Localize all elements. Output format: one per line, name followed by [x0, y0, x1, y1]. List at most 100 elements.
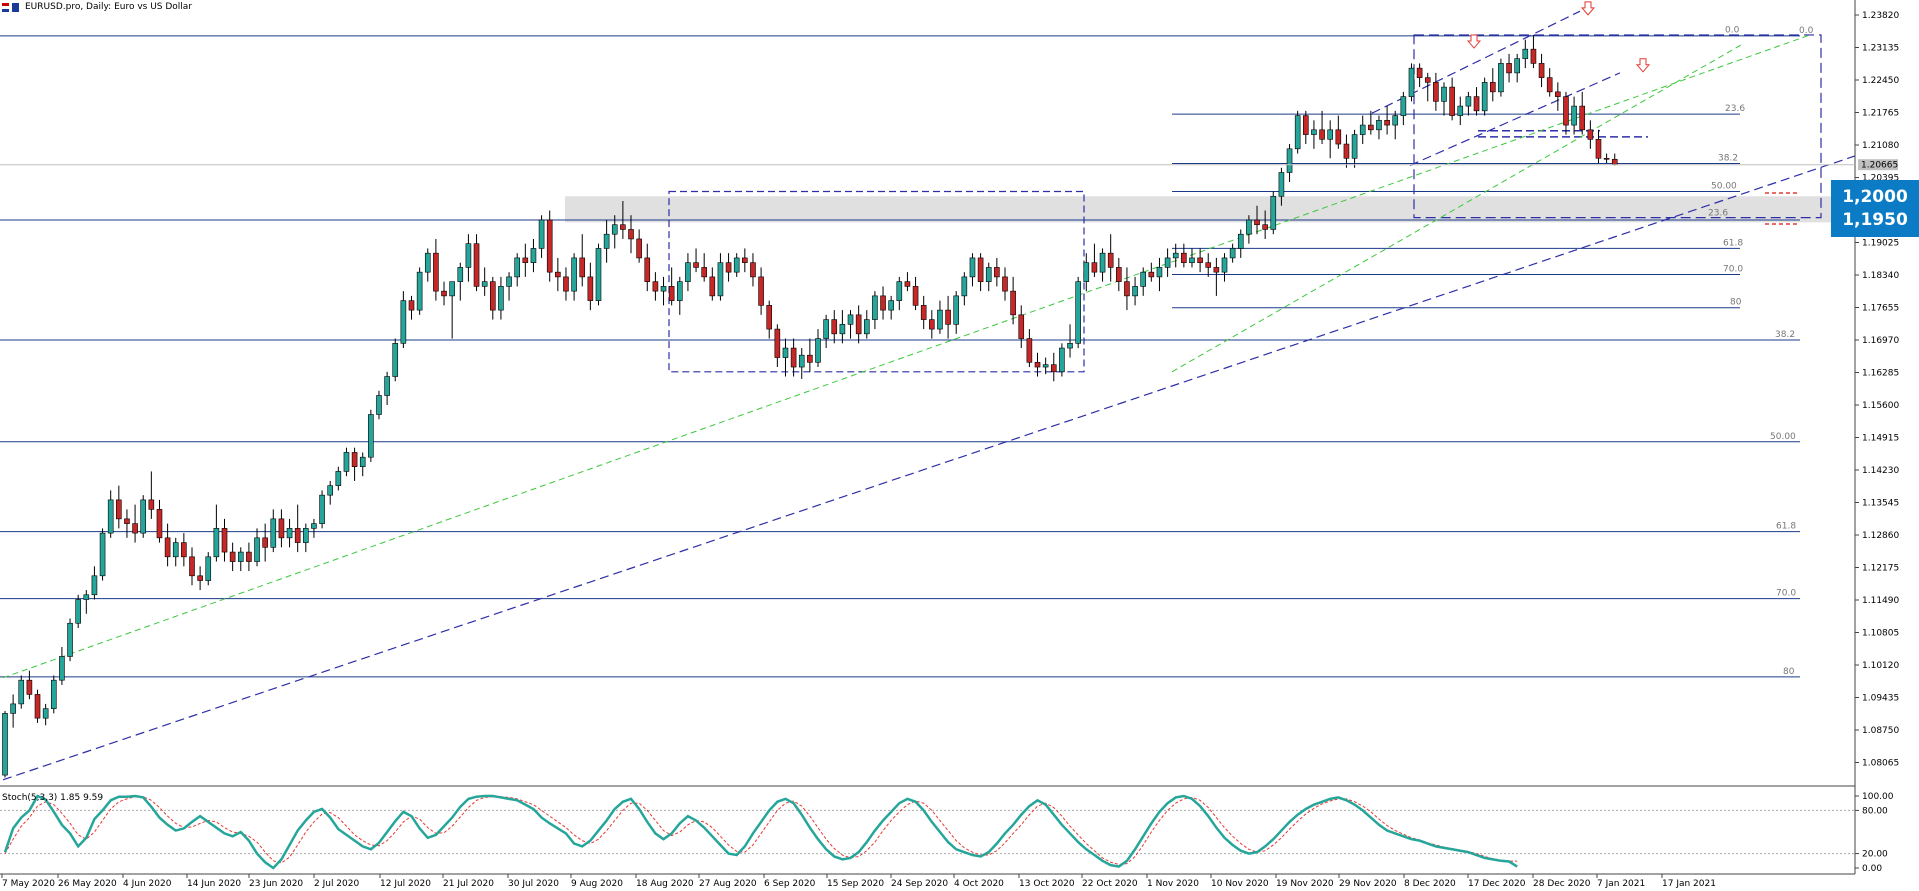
- support-zone-rect: [565, 196, 1855, 223]
- candle-body: [278, 518, 285, 539]
- fib-level-label: 61.8: [1776, 522, 1796, 532]
- candle-body: [343, 452, 350, 472]
- fib-small-label: 61.8: [1723, 238, 1743, 248]
- candle-body: [1164, 257, 1171, 268]
- candle-body: [42, 708, 49, 719]
- candle-body: [1555, 91, 1561, 97]
- candle-body: [75, 599, 81, 624]
- date-label: 23 Jun 2020: [249, 879, 303, 889]
- fib-level-label: 70.0: [1776, 589, 1796, 599]
- candle-body: [34, 694, 41, 719]
- fib-small-label: 23.6: [1708, 209, 1728, 219]
- candle-body: [685, 262, 691, 282]
- price-tick-label: 1.21080: [1862, 141, 1899, 151]
- candle-body: [1229, 248, 1236, 259]
- candle-body: [319, 494, 325, 524]
- candle-body: [717, 262, 724, 297]
- candle-body: [481, 281, 488, 287]
- date-label: 15 Sep 2020: [827, 879, 884, 889]
- candle-body: [1278, 172, 1285, 197]
- price-tick-label: 1.20395: [1862, 174, 1899, 184]
- candle-body: [611, 224, 618, 235]
- fib-level-label: 50.00: [1770, 432, 1796, 442]
- candle-body: [303, 528, 309, 543]
- candle-body: [1506, 63, 1512, 74]
- candle-body: [1010, 290, 1016, 316]
- candle-body: [172, 542, 179, 558]
- candle-body: [953, 295, 960, 325]
- date-label: 8 Dec 2020: [1404, 879, 1456, 889]
- candle-body: [1368, 124, 1374, 131]
- candle-body: [1237, 233, 1244, 249]
- candle-body: [831, 319, 838, 335]
- candle-body: [205, 556, 212, 581]
- channel-lower: [1409, 72, 1621, 166]
- candle-body: [555, 271, 561, 278]
- candle-body: [912, 286, 919, 306]
- candle-body: [709, 276, 716, 297]
- annotation-arrows: [1466, 1, 1651, 73]
- candle-body: [335, 471, 342, 486]
- candle-body: [1538, 63, 1545, 78]
- fib-levels-large: 0.0 38.2 50.00 61.8 70.0 80: [0, 26, 1814, 678]
- candle-body: [433, 252, 439, 292]
- candle-body: [237, 551, 244, 562]
- fib-small-label: 23.6: [1725, 104, 1745, 114]
- candle-body: [148, 499, 155, 510]
- fib-small-label: 50.00: [1711, 181, 1737, 191]
- price-tick-label: 1.12860: [1862, 531, 1899, 541]
- candle-body: [733, 257, 740, 273]
- price-tick-label: 1.22450: [1862, 76, 1899, 86]
- fib-small-label: 0.0: [1725, 25, 1740, 35]
- candle-body: [1376, 120, 1382, 131]
- date-label: 17 Jan 2021: [1662, 879, 1716, 889]
- candle-body: [473, 243, 480, 287]
- candle-body: [1563, 96, 1569, 126]
- candle-body: [985, 267, 992, 282]
- fib-small-label: 38.2: [1718, 154, 1738, 164]
- stoch-tick-label: 100.00: [1862, 792, 1894, 802]
- candle-body: [1059, 347, 1065, 373]
- candle-body: [1392, 115, 1399, 126]
- time-axis-labels: 7 May 2020 26 May 2020 4 Jun 2020 14 Jun 20…: [1, 874, 1716, 889]
- date-label: 7 May 2020: [2, 879, 55, 889]
- candle-body: [107, 499, 114, 534]
- price-tick-label: 1.23820: [1862, 11, 1899, 21]
- date-label: 28 Dec 2020: [1533, 879, 1591, 889]
- stoch-tick-label: 80.00: [1862, 806, 1888, 816]
- candle-body: [1172, 252, 1179, 259]
- candle-body: [1359, 124, 1366, 135]
- candle-body: [1489, 82, 1496, 93]
- candle-body: [863, 319, 870, 335]
- candle-body: [815, 338, 821, 363]
- candle-body: [888, 300, 894, 311]
- candle-body: [595, 248, 602, 301]
- price-tick-label: 1.21765: [1862, 109, 1899, 119]
- candle-body: [10, 703, 16, 714]
- candle-body: [937, 309, 943, 330]
- candle-body: [628, 229, 634, 240]
- date-label: 30 Jul 2020: [508, 879, 559, 889]
- candle-body: [1205, 262, 1212, 268]
- candle-body: [1026, 338, 1033, 363]
- candle-body: [676, 281, 683, 301]
- candle-body: [311, 523, 317, 529]
- candle-body: [1579, 105, 1586, 131]
- candle-body: [620, 224, 626, 230]
- stochastic-pane: [0, 794, 1855, 870]
- candle-body: [1221, 257, 1228, 273]
- candle-body: [1530, 48, 1537, 64]
- price-tick-label: 1.13545: [1862, 499, 1899, 509]
- candle-body: [400, 300, 407, 344]
- date-label: 24 Sep 2020: [891, 879, 948, 889]
- candle-body: [807, 354, 813, 363]
- candle-body: [1034, 361, 1041, 368]
- price-tick-label: 1.23135: [1862, 44, 1899, 54]
- down-arrow-icon: [1580, 1, 1596, 16]
- candle-body: [1246, 219, 1252, 235]
- candle-body: [116, 499, 122, 520]
- stoch-tick-label: 20.00: [1862, 850, 1888, 860]
- current-price-label: 1.20665: [1861, 161, 1898, 171]
- stoch-tick-label: 0.00: [1862, 864, 1882, 874]
